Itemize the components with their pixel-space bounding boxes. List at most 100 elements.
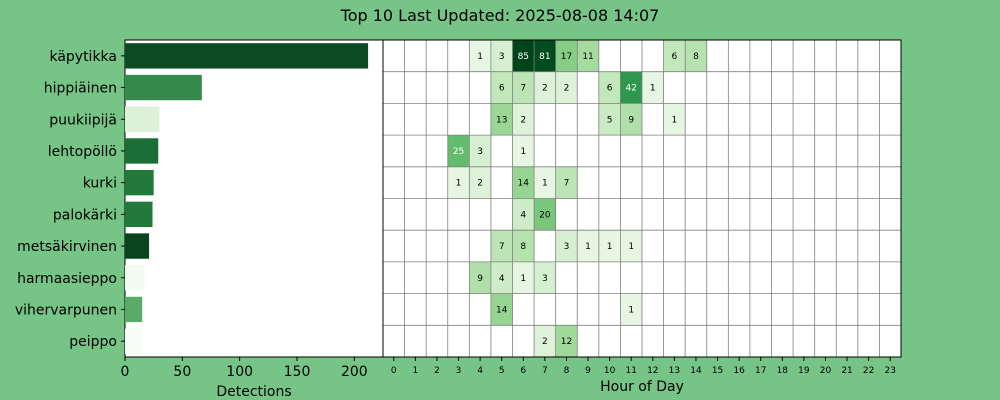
heatmap-cell: [577, 40, 599, 72]
heatmap-cell: [555, 230, 578, 262]
heatmap-cell-label: 42: [625, 84, 636, 94]
heatmap-cell: [469, 135, 491, 167]
hour-tick-label: 0: [391, 366, 397, 376]
x-tick-label: 50: [173, 364, 191, 380]
hour-tick-label: 3: [456, 366, 462, 376]
x-tick-label: 200: [341, 364, 368, 380]
heatmap-cell-label: 2: [564, 84, 570, 94]
heatmap-cell: [512, 103, 535, 136]
heatmap-cell-label: 12: [561, 337, 572, 347]
heatmap-cell-label: 3: [564, 242, 570, 252]
hour-tick-label: 12: [647, 366, 658, 376]
heatmap-cell: [490, 40, 513, 72]
heatmap-cell: [577, 230, 599, 262]
heatmap-x-axis-label: Hour of Day: [600, 379, 684, 395]
heatmap-cell-label: 2: [477, 179, 483, 189]
heatmap-cell-label: 1: [607, 242, 613, 252]
heatmap-cell: [490, 293, 513, 326]
hour-tick-label: 8: [564, 366, 570, 376]
hour-tick-label: 16: [733, 366, 745, 376]
heatmap-cell: [512, 230, 535, 262]
heatmap-cell: [620, 71, 642, 104]
heatmap-cell-label: 85: [518, 52, 529, 62]
heatmap-cell-label: 7: [520, 84, 526, 94]
heatmap-cell-label: 5: [607, 115, 613, 125]
y-tick-label: harmaasieppo: [17, 271, 117, 287]
heatmap-cell-label: 4: [520, 210, 526, 220]
hour-tick-label: 21: [841, 366, 852, 376]
heatmap-cell-label: 7: [564, 179, 570, 189]
heatmap-cell-label: 8: [520, 242, 526, 252]
heatmap-cell-label: 3: [477, 147, 483, 157]
heatmap-cell: [598, 103, 621, 136]
hour-tick-label: 10: [604, 366, 616, 376]
hour-tick-label: 2: [434, 366, 440, 376]
heatmap-cell-label: 1: [456, 179, 462, 189]
heatmap-cell-label: 1: [520, 147, 526, 157]
bar: [125, 169, 154, 196]
bar: [125, 43, 369, 69]
heatmap-frame: [382, 39, 902, 358]
hour-tick-label: 11: [625, 366, 636, 376]
heatmap-cell-label: 17: [561, 52, 572, 62]
heatmap-cell: [490, 71, 513, 104]
bar: [125, 328, 142, 354]
hour-tick-label: 4: [477, 366, 483, 376]
heatmap-cell-label: 7: [499, 242, 505, 252]
heatmap-cell: [663, 40, 686, 72]
heatmap-cell-label: 6: [499, 84, 505, 94]
heatmap-cell-label: 14: [518, 179, 530, 189]
heatmap-cell: [555, 71, 578, 104]
heatmap-cell-label: 2: [520, 115, 526, 125]
heatmap-cell-label: 1: [628, 242, 634, 252]
heatmap-cell-label: 20: [539, 210, 551, 220]
hour-tick-label: 13: [669, 366, 680, 376]
y-tick-label: puukiipijä: [49, 112, 117, 128]
bar-panel: käpytikka hippiäinen puukiipijä lehtopöllö k…: [15, 39, 384, 380]
bar: [125, 106, 160, 132]
bar: [125, 296, 143, 323]
heatmap-cell: [598, 71, 621, 104]
heatmap-cell: [512, 71, 535, 104]
hour-tick-label: 23: [884, 366, 895, 376]
x-tick-label: 150: [284, 364, 311, 380]
heatmap-cell: [469, 40, 491, 72]
heatmap-cell: [534, 325, 556, 357]
heatmap-cell: [447, 135, 470, 167]
heatmap-cell: [534, 166, 556, 199]
heatmap-cell: [663, 103, 686, 136]
hour-tick-label: 22: [863, 366, 874, 376]
heatmap-cell: [512, 166, 535, 199]
hour-tick-label: 9: [585, 366, 591, 376]
heatmap-cell-label: 13: [496, 115, 507, 125]
hour-tick-label: 19: [798, 366, 810, 376]
heatmap-cell: [620, 230, 642, 262]
y-tick-label: metsäkirvinen: [17, 239, 117, 255]
hour-tick-label: 20: [820, 366, 832, 376]
heatmap-cell-label: 11: [582, 52, 593, 62]
heatmap-cell: [598, 230, 621, 262]
heatmap-cell: [512, 261, 535, 294]
bar: [125, 233, 150, 259]
heatmap-cell: [620, 103, 642, 136]
heatmap-cell-label: 1: [672, 115, 678, 125]
bar: [125, 138, 159, 164]
heatmap-cell: [512, 198, 535, 231]
y-tick-label: lehtopöllö: [48, 144, 117, 160]
bar-x-axis-label: Detections: [216, 384, 291, 400]
heatmap-cell-label: 25: [453, 147, 464, 157]
heatmap-cell: [490, 261, 513, 294]
heatmap-cell-label: 1: [542, 179, 548, 189]
heatmap-cell: [490, 103, 513, 136]
heatmap-cell-label: 9: [628, 115, 634, 125]
hour-tick-label: 1: [413, 366, 419, 376]
hour-tick-label: 7: [542, 366, 548, 376]
heatmap-cell-label: 3: [499, 52, 505, 62]
heatmap-cell-label: 6: [607, 84, 613, 94]
heatmap-cell: [512, 135, 535, 167]
bar: [125, 201, 153, 228]
bar: [125, 265, 145, 291]
heatmap-cell-label: 14: [496, 305, 508, 315]
x-tick-label: 0: [121, 364, 130, 380]
